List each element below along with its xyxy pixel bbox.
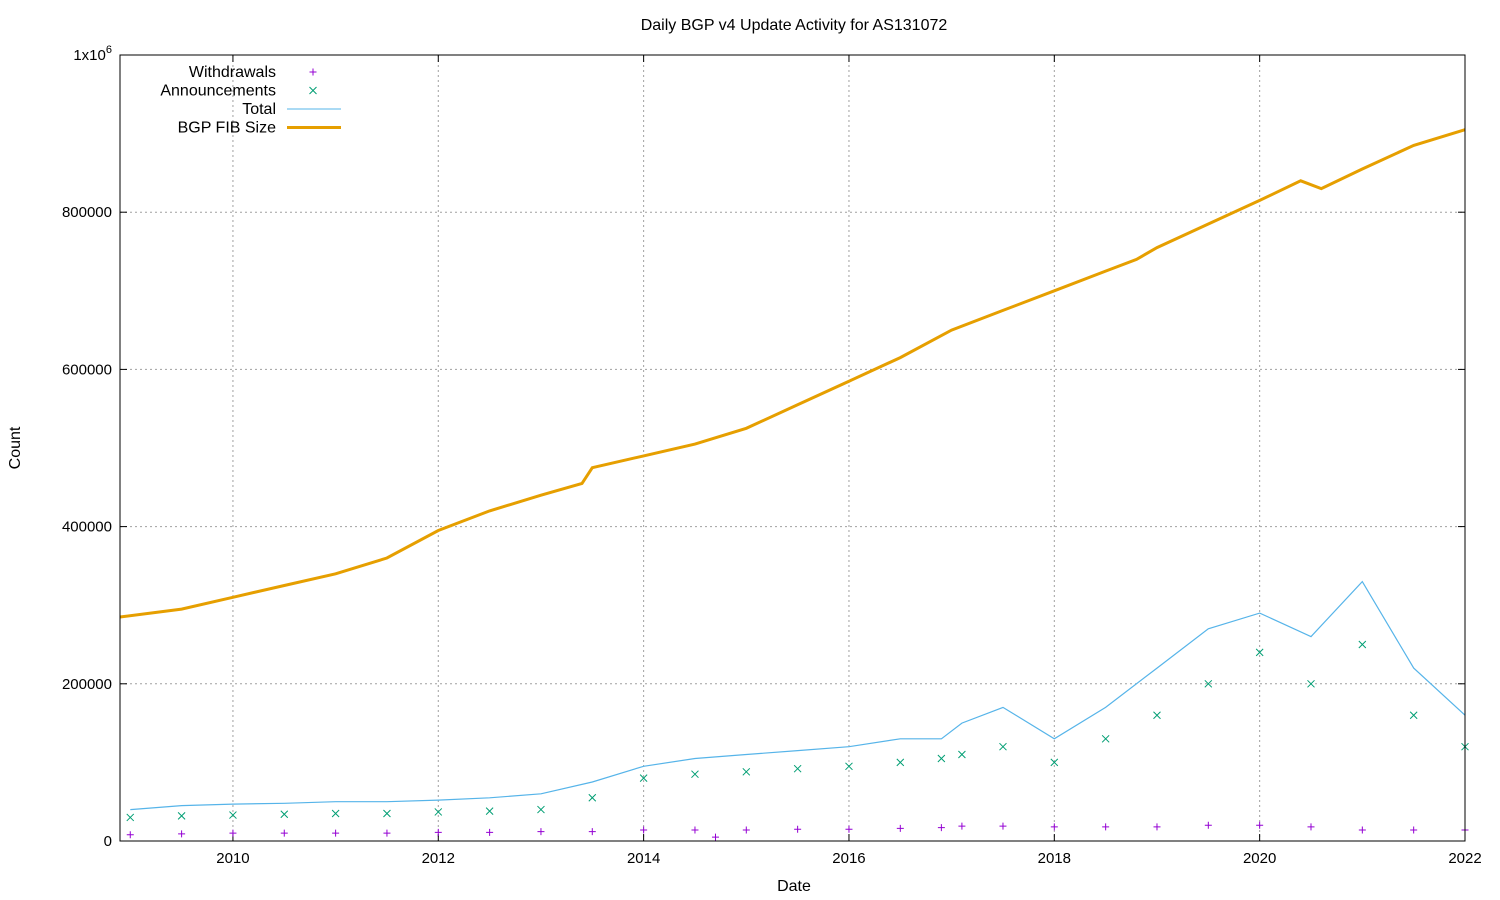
data-point: [711, 833, 719, 841]
data-point: [742, 826, 750, 834]
x-tick-label: 2022: [1448, 850, 1481, 867]
data-point: [896, 824, 904, 832]
y-tick-label: 400000: [62, 519, 112, 536]
data-point: [434, 808, 443, 816]
data-point: [896, 758, 905, 767]
data-point: [486, 828, 494, 836]
data-point: [1102, 823, 1110, 831]
data-point: [485, 807, 494, 815]
data-point: [639, 774, 648, 782]
data-point: [383, 809, 391, 818]
data-point: [177, 811, 186, 820]
data-point: [1101, 734, 1110, 743]
data-point: [999, 742, 1007, 751]
data-point: [1050, 758, 1059, 767]
legend-label: BGP FIB Size: [178, 120, 277, 137]
data-point: [1204, 821, 1212, 829]
series-withdrawals: [126, 821, 1469, 841]
data-point: [1050, 823, 1058, 831]
series-announcements: [126, 640, 1469, 822]
data-point: [178, 830, 186, 838]
data-point: [937, 824, 945, 832]
data-point: [588, 828, 596, 836]
data-point: [1409, 711, 1418, 720]
legend-label: Withdrawals: [189, 64, 276, 81]
y-tick-label: 200000: [62, 676, 112, 693]
data-point: [1358, 826, 1366, 834]
data-point: [537, 805, 545, 814]
x-tick-label: 2016: [832, 850, 865, 867]
data-point: [958, 822, 966, 830]
y-tick-label: 0: [104, 833, 112, 850]
data-point: [691, 826, 699, 834]
x-tick-label: 2012: [422, 850, 455, 867]
legend-label: Announcements: [160, 83, 276, 100]
data-point: [280, 829, 288, 837]
x-tick-label: 2014: [627, 850, 660, 867]
data-point: [794, 825, 802, 833]
data-point: [742, 767, 751, 776]
data-point: [383, 829, 391, 837]
data-point: [229, 829, 237, 837]
y-tick-label: 600000: [62, 361, 112, 378]
grid: [120, 55, 1466, 841]
data-point: [332, 829, 340, 837]
x-axis-label: Date: [777, 878, 811, 895]
data-point: [434, 828, 442, 836]
plot-area: [119, 128, 1469, 841]
data-point: [1358, 640, 1367, 649]
data-point: [1410, 826, 1418, 834]
y-tick-label-top: 1x106: [73, 44, 112, 64]
data-point: [845, 762, 853, 771]
x-ticks: 2010 2012 2014 2016 2018 2020 2022: [216, 55, 1482, 867]
x-tick-label: 2010: [216, 850, 249, 867]
data-point: [1307, 823, 1315, 831]
data-point: [588, 793, 597, 802]
data-point: [958, 750, 966, 759]
data-point: [999, 822, 1007, 830]
legend-swatch: [309, 68, 317, 76]
series-bgp-fib-size: [119, 128, 1466, 619]
data-point: [126, 813, 135, 822]
data-point: [691, 770, 699, 779]
legend-swatch: [309, 86, 317, 95]
data-point: [1256, 821, 1264, 829]
series-line: [119, 128, 1466, 619]
data-point: [537, 828, 545, 836]
data-point: [126, 831, 134, 839]
data-point: [1204, 679, 1213, 688]
data-point: [1153, 711, 1161, 720]
data-point: [845, 825, 853, 833]
data-point: [229, 811, 237, 819]
y-ticks: 0 200000 400000 600000 800000 1x106: [62, 44, 1465, 850]
chart-title: Daily BGP v4 Update Activity for AS13107…: [641, 17, 948, 34]
data-point: [1307, 679, 1315, 688]
data-point: [1153, 823, 1161, 831]
data-point: [937, 754, 946, 763]
plot-frame: [119, 54, 1466, 842]
y-axis-label: Count: [7, 426, 24, 469]
y-top-exponent: 6: [106, 44, 112, 56]
legend-label: Total: [242, 101, 276, 118]
data-point: [793, 764, 802, 773]
y-top-base: 1x10: [73, 47, 106, 64]
series-total: [130, 580, 1466, 811]
series-line: [130, 580, 1466, 811]
data-point: [331, 809, 340, 818]
data-point: [640, 826, 648, 834]
y-tick-label: 800000: [62, 204, 112, 221]
x-tick-label: 2020: [1243, 850, 1276, 867]
data-point: [280, 810, 289, 819]
data-point: [1255, 648, 1264, 657]
x-tick-label: 2018: [1038, 850, 1071, 867]
